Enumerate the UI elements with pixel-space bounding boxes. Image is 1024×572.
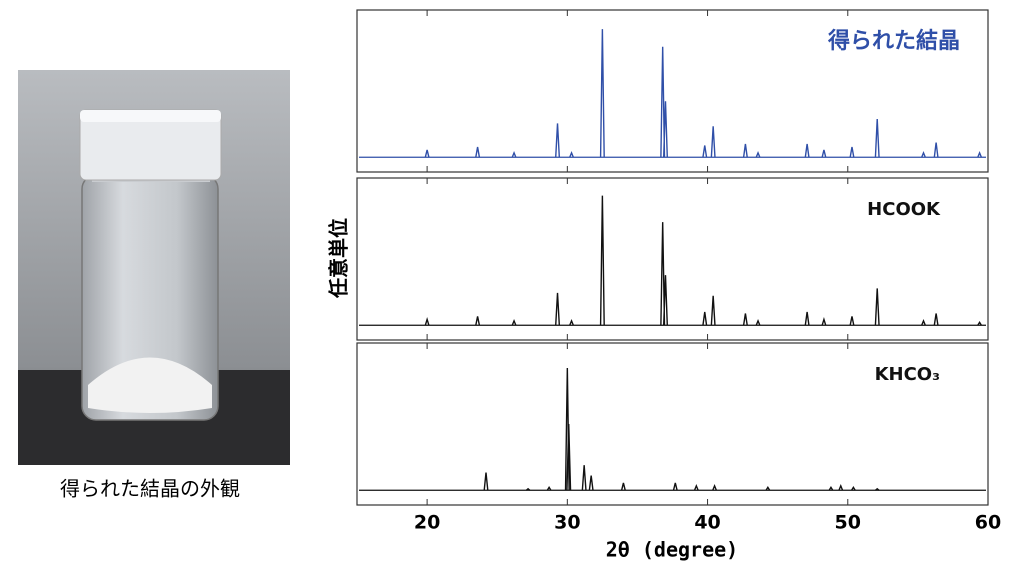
peak	[483, 472, 489, 491]
peak	[933, 142, 939, 158]
peak	[555, 292, 561, 326]
x-tick-label: 50	[835, 512, 861, 534]
x-axis-label: 2θ (degree)	[606, 538, 738, 562]
peak	[581, 465, 587, 491]
peak	[511, 318, 517, 326]
peak	[475, 146, 481, 158]
peak	[874, 288, 880, 326]
legend-label: HCOOK	[867, 199, 941, 220]
panel-frame	[356, 342, 989, 506]
peak	[933, 313, 939, 326]
peak	[849, 146, 855, 158]
peak	[804, 143, 810, 158]
peak	[475, 316, 481, 326]
peak	[977, 320, 982, 326]
photo-caption: 得られた結晶の外観	[60, 477, 240, 501]
peak	[710, 126, 716, 158]
peak	[672, 482, 678, 491]
legend-label: 得られた結晶	[827, 28, 960, 54]
peak	[424, 316, 430, 326]
peak	[546, 485, 552, 491]
panel-frame	[356, 177, 989, 341]
peak	[874, 487, 880, 491]
peak	[821, 316, 827, 326]
peak	[693, 483, 699, 491]
peak	[662, 275, 668, 326]
x-tick-label: 30	[554, 512, 580, 534]
peak	[874, 118, 880, 158]
peak	[765, 485, 771, 491]
peak	[511, 150, 517, 158]
peak	[710, 295, 716, 326]
peak	[921, 318, 926, 326]
peak	[977, 150, 983, 158]
peak	[599, 29, 605, 158]
photo	[18, 70, 290, 465]
peak	[755, 318, 761, 326]
x-tick-label: 60	[975, 512, 1001, 534]
x-tick-label: 20	[414, 512, 440, 534]
peak	[849, 316, 855, 326]
x-tick-label: 40	[694, 512, 720, 534]
legend-label: KHCO₃	[875, 364, 940, 385]
peak	[660, 222, 666, 326]
peak	[821, 149, 827, 158]
peak	[712, 483, 718, 491]
peak	[620, 482, 626, 491]
peak	[755, 150, 761, 158]
peak	[660, 46, 666, 158]
peak	[804, 311, 810, 326]
peak	[702, 311, 708, 326]
peak	[424, 149, 430, 158]
panel-frame	[356, 9, 989, 173]
peak	[850, 485, 856, 491]
peak	[599, 195, 605, 326]
peak	[588, 475, 594, 491]
peak	[662, 101, 668, 158]
peak	[742, 313, 748, 326]
peak	[702, 145, 708, 158]
peak	[828, 485, 834, 491]
peak	[566, 423, 572, 491]
peak	[555, 123, 561, 158]
peak	[838, 483, 844, 491]
y-axis-label: 任意単位	[327, 218, 351, 299]
peak	[569, 150, 574, 158]
peak	[525, 487, 531, 491]
peak	[569, 318, 574, 326]
peak	[742, 143, 748, 158]
peak	[921, 150, 926, 158]
